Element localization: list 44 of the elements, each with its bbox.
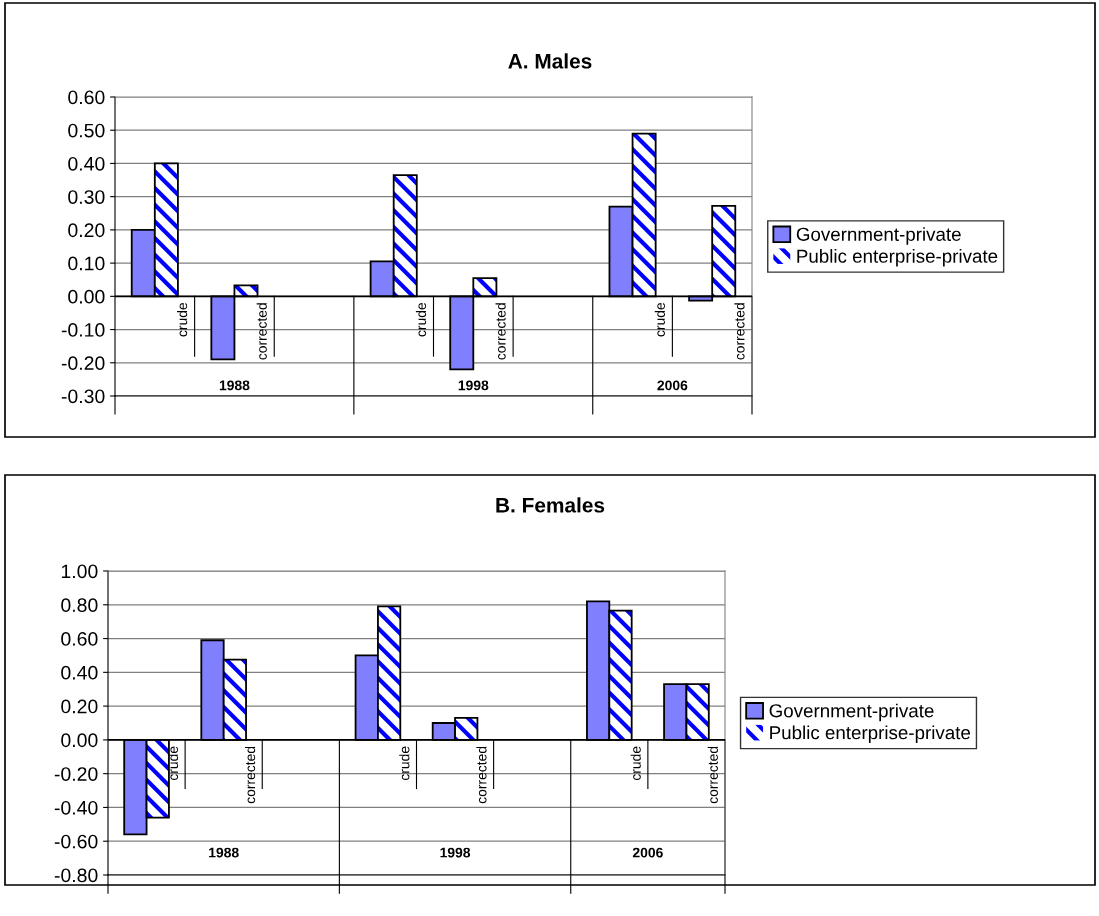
chart-title: B. Females	[496, 497, 605, 513]
legend-label: Public enterprise-private	[770, 725, 971, 744]
y-tick-label: 0.60	[68, 90, 105, 105]
annotation: 1998	[440, 847, 471, 858]
y-tick-label: 0.10	[68, 256, 105, 271]
annotation: 2006	[657, 380, 688, 391]
x-tick-label: crude	[630, 746, 641, 781]
annotation: 1998	[458, 380, 489, 391]
y-tick-label: 0.00	[68, 289, 105, 304]
x-tick-label: crude	[177, 302, 188, 337]
legend-label: Public enterprise-private	[797, 249, 998, 267]
y-tick-label: -0.10	[61, 323, 105, 337]
legend-label: Government-private	[796, 227, 961, 245]
y-tick-label: -0.20	[61, 356, 105, 371]
x-tick-label: corrected	[476, 746, 487, 804]
x-tick-label: crude	[654, 302, 665, 337]
y-tick-label: 0.80	[61, 598, 98, 613]
y-tick-label: -0.20	[54, 767, 98, 781]
y-tick-label: 0.20	[61, 699, 98, 714]
annotation: 1988	[209, 847, 239, 858]
y-tick-label: 0.40	[61, 665, 98, 680]
x-tick-label: corrected	[256, 303, 267, 360]
x-tick-label: corrected	[734, 303, 745, 360]
y-tick-label: 0.50	[68, 123, 105, 138]
chart-title: A. Males	[508, 53, 592, 69]
y-tick-label: 0.60	[61, 632, 98, 646]
x-tick-label: corrected	[495, 303, 506, 360]
y-tick-label: 0.20	[68, 223, 105, 238]
y-tick-label: 1.00	[61, 564, 98, 579]
x-tick-label: crude	[399, 746, 410, 781]
y-tick-label: -0.60	[54, 834, 98, 849]
y-tick-label: -0.40	[54, 800, 98, 815]
annotation: 1988	[219, 380, 250, 391]
x-tick-label: corrected	[244, 746, 256, 804]
x-tick-label: corrected	[707, 746, 718, 804]
y-tick-label: 0.30	[68, 190, 105, 204]
x-tick-label: crude	[167, 746, 179, 781]
x-tick-label: crude	[415, 302, 427, 337]
legend-label: Government-private	[769, 703, 934, 722]
y-tick-label: 0.00	[61, 733, 98, 748]
y-tick-label: 0.40	[68, 156, 105, 171]
annotation: 2006	[632, 847, 663, 858]
y-tick-label: -0.30	[61, 389, 105, 404]
y-tick-label: -0.80	[54, 868, 98, 883]
